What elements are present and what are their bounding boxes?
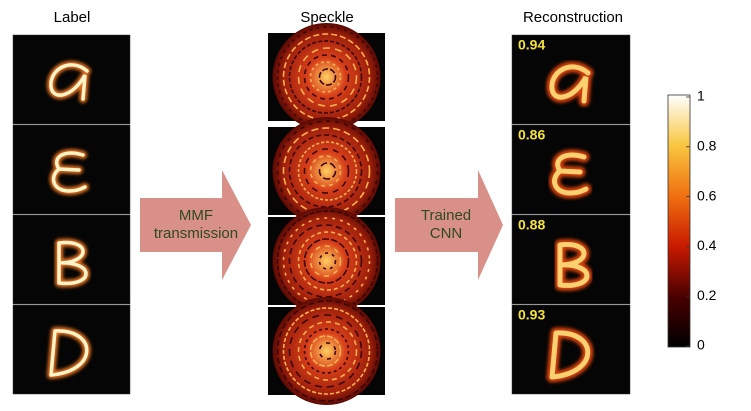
score: 0.94 (518, 37, 545, 53)
arrow-label: CNN (430, 225, 463, 242)
letter (549, 149, 592, 199)
speckle-disk (272, 297, 381, 405)
speckle-ring (303, 328, 350, 374)
colorbar-tick-label: 0.4 (697, 237, 717, 253)
letter (554, 239, 593, 291)
speckle-ring (297, 231, 358, 291)
arrow-label: Trained (421, 207, 471, 224)
speckle-ring (276, 120, 379, 222)
speckle-ring (297, 47, 358, 107)
speckle-ring (288, 134, 363, 208)
speckle-ring (309, 61, 342, 93)
speckle-ring (303, 54, 350, 100)
letter (546, 61, 594, 107)
label-image (12, 34, 131, 125)
arrow-label: MMF (179, 207, 213, 224)
colorbar-tick-label: 1 (697, 88, 705, 104)
speckle-ring (309, 335, 342, 367)
speckle-disk (272, 207, 381, 315)
letter (46, 60, 91, 103)
letter (47, 326, 91, 379)
score: 0.88 (518, 217, 545, 233)
speckle-ring (303, 148, 350, 194)
colorbar-tick-label: 0.8 (697, 138, 717, 154)
speckle-ring (297, 141, 358, 201)
letter (55, 238, 90, 288)
speckle-ring (318, 252, 337, 270)
speckle-disk (272, 117, 381, 225)
letter-stroke (49, 329, 89, 377)
colorbar-tick-label: 0.6 (697, 187, 717, 203)
score: 0.93 (518, 307, 545, 323)
colorbar (667, 94, 691, 348)
column-title: Label (54, 9, 91, 26)
score: 0.86 (518, 127, 545, 143)
speckle-ring (276, 300, 379, 402)
letter (49, 148, 89, 196)
arrow (140, 170, 251, 280)
speckle-ring (297, 321, 358, 381)
letter-stroke (549, 330, 591, 380)
letter (546, 327, 594, 383)
arrow (395, 170, 503, 280)
letter-stroke (549, 64, 591, 104)
speckle-ring (288, 314, 363, 388)
column-title: Speckle (300, 9, 353, 26)
arrow-label: transmission (154, 225, 238, 242)
speckle-ring (288, 224, 363, 298)
colorbar-tick-label: 0 (697, 337, 705, 353)
speckle-ring (288, 40, 363, 114)
column-title: Reconstruction (523, 9, 623, 26)
speckle-ring (282, 307, 371, 395)
speckle-ring (318, 68, 337, 86)
speckle-ring (318, 342, 337, 360)
letter-stroke (57, 240, 88, 286)
speckle-ring (309, 155, 342, 187)
letter-stroke (51, 151, 87, 193)
speckle-ring (303, 238, 350, 284)
speckle-ring (318, 162, 337, 180)
label-image (12, 304, 131, 395)
label-image (12, 124, 131, 215)
speckle-ring (309, 245, 342, 277)
reconstruction-image (511, 304, 631, 395)
letter-stroke (557, 242, 590, 288)
letter-stroke (552, 152, 589, 196)
reconstruction-image (511, 34, 631, 125)
speckle-disk (272, 23, 381, 131)
colorbar-tick-label: 0.2 (697, 287, 717, 303)
letter-stroke (49, 63, 89, 101)
speckle-ring (282, 217, 371, 305)
